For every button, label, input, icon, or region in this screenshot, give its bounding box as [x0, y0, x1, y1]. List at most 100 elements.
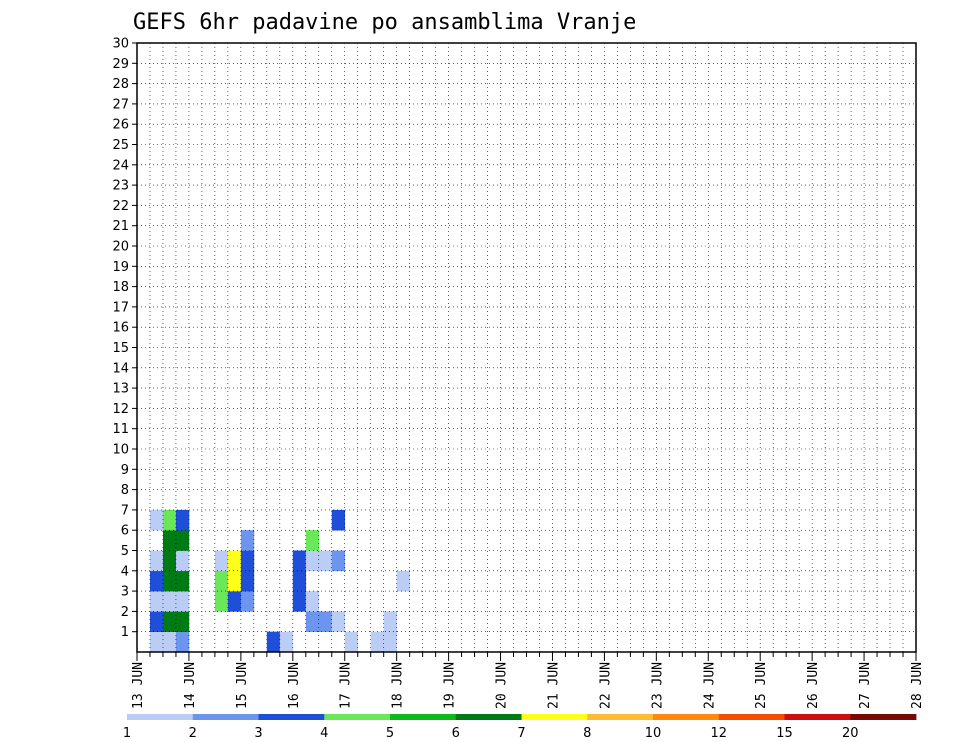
y-tick-label: 19 [112, 260, 129, 275]
y-tick-label: 27 [112, 97, 129, 112]
x-tick-label: 22 JUN [598, 662, 613, 709]
y-tick-label: 14 [112, 361, 129, 376]
y-tick-label: 5 [121, 544, 129, 559]
y-tick-label: 26 [112, 118, 129, 133]
y-tick-label: 11 [112, 422, 129, 437]
chart-title: GEFS 6hr padavine po ansamblima Vranje [133, 10, 636, 35]
heatmap-cell [149, 631, 164, 653]
heatmap-cell [370, 631, 384, 653]
heatmap-cell [266, 631, 281, 653]
y-tick-label: 30 [112, 37, 129, 52]
heatmap-cell [383, 611, 397, 632]
heatmap-cell [305, 591, 320, 612]
colorbar-label: 1 [123, 726, 131, 741]
y-tick-label: 1 [121, 625, 129, 640]
x-tick-label: 18 JUN [391, 662, 406, 709]
colorbar-label: 4 [320, 726, 328, 741]
x-tick-label: 25 JUN [754, 662, 769, 709]
heatmap-cell [149, 509, 164, 531]
x-tick-label: 24 JUN [702, 662, 717, 709]
heatmap-cell [383, 631, 397, 653]
heatmap-cell [318, 550, 333, 572]
heatmap-cell [175, 530, 190, 551]
colorbar-label: 3 [254, 726, 262, 741]
y-tick-label: 2 [121, 605, 129, 620]
heatmap-cell [214, 591, 229, 612]
y-tick-label: 7 [121, 503, 129, 518]
y-tick-label: 10 [112, 443, 129, 458]
y-tick-label: 18 [112, 280, 129, 295]
heatmap-cell [318, 611, 333, 632]
colorbar-swatch [653, 714, 720, 720]
heatmap-cell [175, 591, 190, 612]
heatmap-cell [162, 591, 177, 612]
colorbar-swatch [127, 714, 194, 720]
y-tick-label: 6 [121, 524, 129, 539]
x-tick-label: 19 JUN [443, 662, 458, 709]
heatmap-cells [149, 509, 410, 653]
heatmap-cell [214, 570, 229, 592]
y-tick-label: 23 [112, 179, 129, 194]
colorbar-swatch [192, 714, 259, 720]
heatmap-cell [175, 631, 190, 653]
heatmap-cell [162, 550, 177, 572]
heatmap-cell [149, 550, 164, 572]
x-tick-label: 16 JUN [287, 662, 302, 709]
heatmap-cell [292, 570, 307, 592]
heatmap-cell [227, 570, 242, 592]
heatmap-cell [240, 570, 255, 592]
heatmap-cell [331, 550, 346, 572]
heatmap-cell [344, 631, 359, 653]
heatmap-cell [305, 611, 320, 632]
colorbar-swatch [390, 714, 457, 720]
colorbar-label: 5 [386, 726, 394, 741]
x-axis: 13 JUN 14 JUN 15 JUN 16 JUN 17 JUN 18 JUN 19 J… [131, 652, 925, 709]
y-tick-label: 24 [112, 158, 129, 173]
colorbar-label: 12 [710, 726, 727, 741]
y-tick-label: 13 [112, 382, 129, 397]
y-tick-label: 9 [121, 463, 129, 478]
y-tick-label: 8 [121, 483, 129, 498]
heatmap-cell [162, 570, 177, 592]
colorbar-swatch [521, 714, 588, 720]
x-tick-label: 21 JUN [546, 662, 561, 709]
colorbar-swatch [258, 714, 325, 720]
colorbar-swatch [784, 714, 851, 720]
heatmap-cell [240, 550, 255, 572]
colorbar: 1 2 3 4 5 6 7 8 10 12 15 20 [123, 714, 917, 741]
heatmap-cell [149, 570, 164, 592]
heatmap-cell [162, 611, 177, 632]
heatmap-cell [240, 530, 255, 551]
heatmap-cell [149, 611, 164, 632]
y-tick-label: 25 [112, 138, 129, 153]
y-tick-label: 4 [121, 564, 129, 579]
colorbar-label: 15 [776, 726, 793, 741]
x-tick-label: 17 JUN [339, 662, 354, 709]
x-tick-label: 14 JUN [183, 662, 198, 709]
heatmap-cell [175, 509, 190, 531]
heatmap-cell [396, 570, 410, 592]
heatmap-cell [227, 550, 242, 572]
y-tick-label: 20 [112, 240, 129, 255]
heatmap-cell [292, 591, 307, 612]
heatmap-cell [214, 550, 229, 572]
heatmap-cell [240, 591, 255, 612]
colorbar-swatch [718, 714, 785, 720]
heatmap-cell [305, 530, 320, 551]
y-tick-label: 21 [112, 219, 129, 234]
heatmap-cell [292, 550, 307, 572]
y-tick-label: 12 [112, 402, 129, 417]
dotted-grid [137, 43, 916, 652]
colorbar-label: 2 [189, 726, 197, 741]
y-tick-label: 15 [112, 341, 129, 356]
heatmap-cell [279, 631, 294, 653]
colorbar-swatch [324, 714, 391, 720]
heatmap-cell [331, 509, 346, 531]
colorbar-swatch [587, 714, 654, 720]
colorbar-swatch [850, 714, 917, 720]
heatmap-cell [305, 550, 320, 572]
heatmap-cell [162, 509, 177, 531]
heatmap-cell [175, 550, 190, 572]
heatmap-cell [175, 611, 190, 632]
